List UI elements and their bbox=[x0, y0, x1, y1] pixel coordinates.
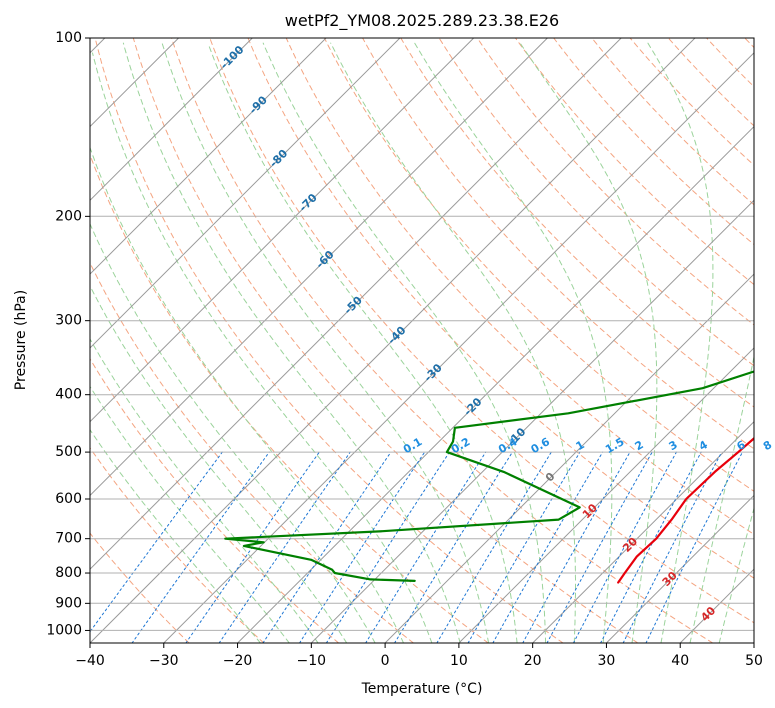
plot-background bbox=[90, 38, 754, 643]
dry-adiabat-line bbox=[209, 38, 754, 624]
dry-adiabat-line bbox=[132, 38, 639, 643]
isotherm-line bbox=[90, 38, 548, 497]
axes: −40 −30 −20 −10 0 10 20 30 40 50 100 200 300 400 500 60… bbox=[46, 30, 763, 669]
moist-adiabat-line bbox=[90, 284, 348, 643]
mixing-ratio-line bbox=[467, 451, 581, 643]
x-tick-label: 50 bbox=[745, 653, 763, 669]
y-tick-label: 400 bbox=[55, 387, 82, 403]
y-tick-label: 200 bbox=[55, 208, 82, 224]
x-axis-title: Temperature (°C) bbox=[361, 681, 483, 697]
mixing-ratio-line bbox=[522, 451, 631, 643]
moist-adiabat-line bbox=[161, 42, 490, 643]
y-tick-label: 800 bbox=[55, 565, 82, 581]
mixing-ratio-line bbox=[546, 451, 653, 643]
mixing-ratio-line bbox=[622, 451, 723, 643]
mixing-ratio-line bbox=[131, 451, 270, 643]
isotherm-line bbox=[605, 494, 754, 643]
mixing-ratio-line bbox=[492, 451, 604, 643]
x-tick-label: 20 bbox=[524, 653, 542, 669]
moist-adiabat-line bbox=[90, 222, 376, 643]
plot-frame bbox=[89, 37, 755, 644]
x-tick-label: −20 bbox=[223, 653, 253, 669]
mixing-ratio-line bbox=[299, 451, 426, 643]
dry-adiabat-line bbox=[323, 38, 754, 492]
x-tick-label: 0 bbox=[381, 653, 390, 669]
mixing-ratio-line bbox=[90, 451, 223, 633]
y-axis-title: Pressure (hPa) bbox=[13, 290, 29, 390]
x-tick-label: 10 bbox=[450, 653, 468, 669]
moist-adiabat-line bbox=[90, 428, 261, 643]
y-tick-label: 1000 bbox=[46, 622, 82, 638]
moist-adiabat-line bbox=[519, 42, 658, 643]
dry-adiabat-line bbox=[171, 38, 714, 643]
x-tick-label: 30 bbox=[598, 653, 616, 669]
data-series bbox=[224, 370, 754, 584]
moist-adiabat-line bbox=[647, 42, 714, 643]
isotherm-line bbox=[90, 38, 253, 202]
x-tick-label: −40 bbox=[75, 653, 105, 669]
x-tick-label: 40 bbox=[671, 653, 689, 669]
dry-adiabat-line bbox=[90, 357, 340, 643]
isotherm-line bbox=[458, 347, 754, 643]
isotherm-line bbox=[90, 38, 327, 275]
dry-adiabat-line bbox=[438, 38, 754, 367]
background-lines bbox=[90, 38, 754, 643]
y-tick-label: 700 bbox=[55, 531, 82, 547]
dry-adiabat-line bbox=[90, 532, 190, 643]
y-tick-label: 500 bbox=[55, 444, 82, 460]
dewpoint-profile-line bbox=[224, 370, 754, 583]
moist-adiabat-line bbox=[207, 42, 518, 643]
mixing-ratio-line bbox=[600, 451, 702, 643]
moist-adiabat-line bbox=[414, 42, 613, 643]
isotherm-line bbox=[90, 38, 401, 349]
moist-adiabat-line bbox=[90, 146, 404, 643]
isotherm-line bbox=[310, 199, 754, 643]
moist-adiabat-line bbox=[92, 52, 433, 643]
moist-adiabat-line bbox=[90, 338, 319, 643]
dry-adiabat-line bbox=[90, 261, 414, 643]
moist-adiabat-line bbox=[90, 385, 290, 643]
mixing-ratio-line bbox=[262, 451, 392, 643]
mixing-ratio-line bbox=[573, 451, 677, 643]
isotherm-line bbox=[237, 125, 754, 643]
moist-adiabat-line bbox=[262, 42, 547, 643]
moist-adiabat-line bbox=[122, 42, 461, 643]
temperature-profile-line bbox=[617, 436, 754, 584]
y-tick-label: 600 bbox=[55, 491, 82, 507]
mixing-ratio-line bbox=[394, 451, 513, 643]
moist-adiabat-line bbox=[718, 506, 754, 643]
dry-adiabat-line bbox=[247, 38, 754, 579]
dry-adiabat-line bbox=[400, 38, 754, 408]
x-tick-label: −30 bbox=[149, 653, 179, 669]
isotherm-line bbox=[90, 38, 622, 570]
isotherm-line bbox=[384, 273, 754, 643]
x-tick-label: −10 bbox=[297, 653, 327, 669]
y-tick-label: 300 bbox=[55, 313, 82, 329]
y-tick-label: 900 bbox=[55, 595, 82, 611]
isotherm-line bbox=[90, 38, 696, 643]
dry-adiabat-line bbox=[94, 38, 564, 643]
mixing-ratio-line bbox=[645, 451, 743, 643]
isotherm-line bbox=[90, 38, 475, 423]
mixing-ratio-line bbox=[365, 451, 487, 643]
dry-adiabat-line bbox=[285, 38, 754, 535]
y-tick-label: 100 bbox=[55, 30, 82, 46]
isotherm-line bbox=[532, 420, 754, 643]
moist-adiabat-line bbox=[689, 354, 754, 643]
mixing-ratio-line bbox=[218, 451, 351, 643]
chart-title: wetPf2_YM08.2025.289.23.38.E26 bbox=[285, 11, 559, 31]
